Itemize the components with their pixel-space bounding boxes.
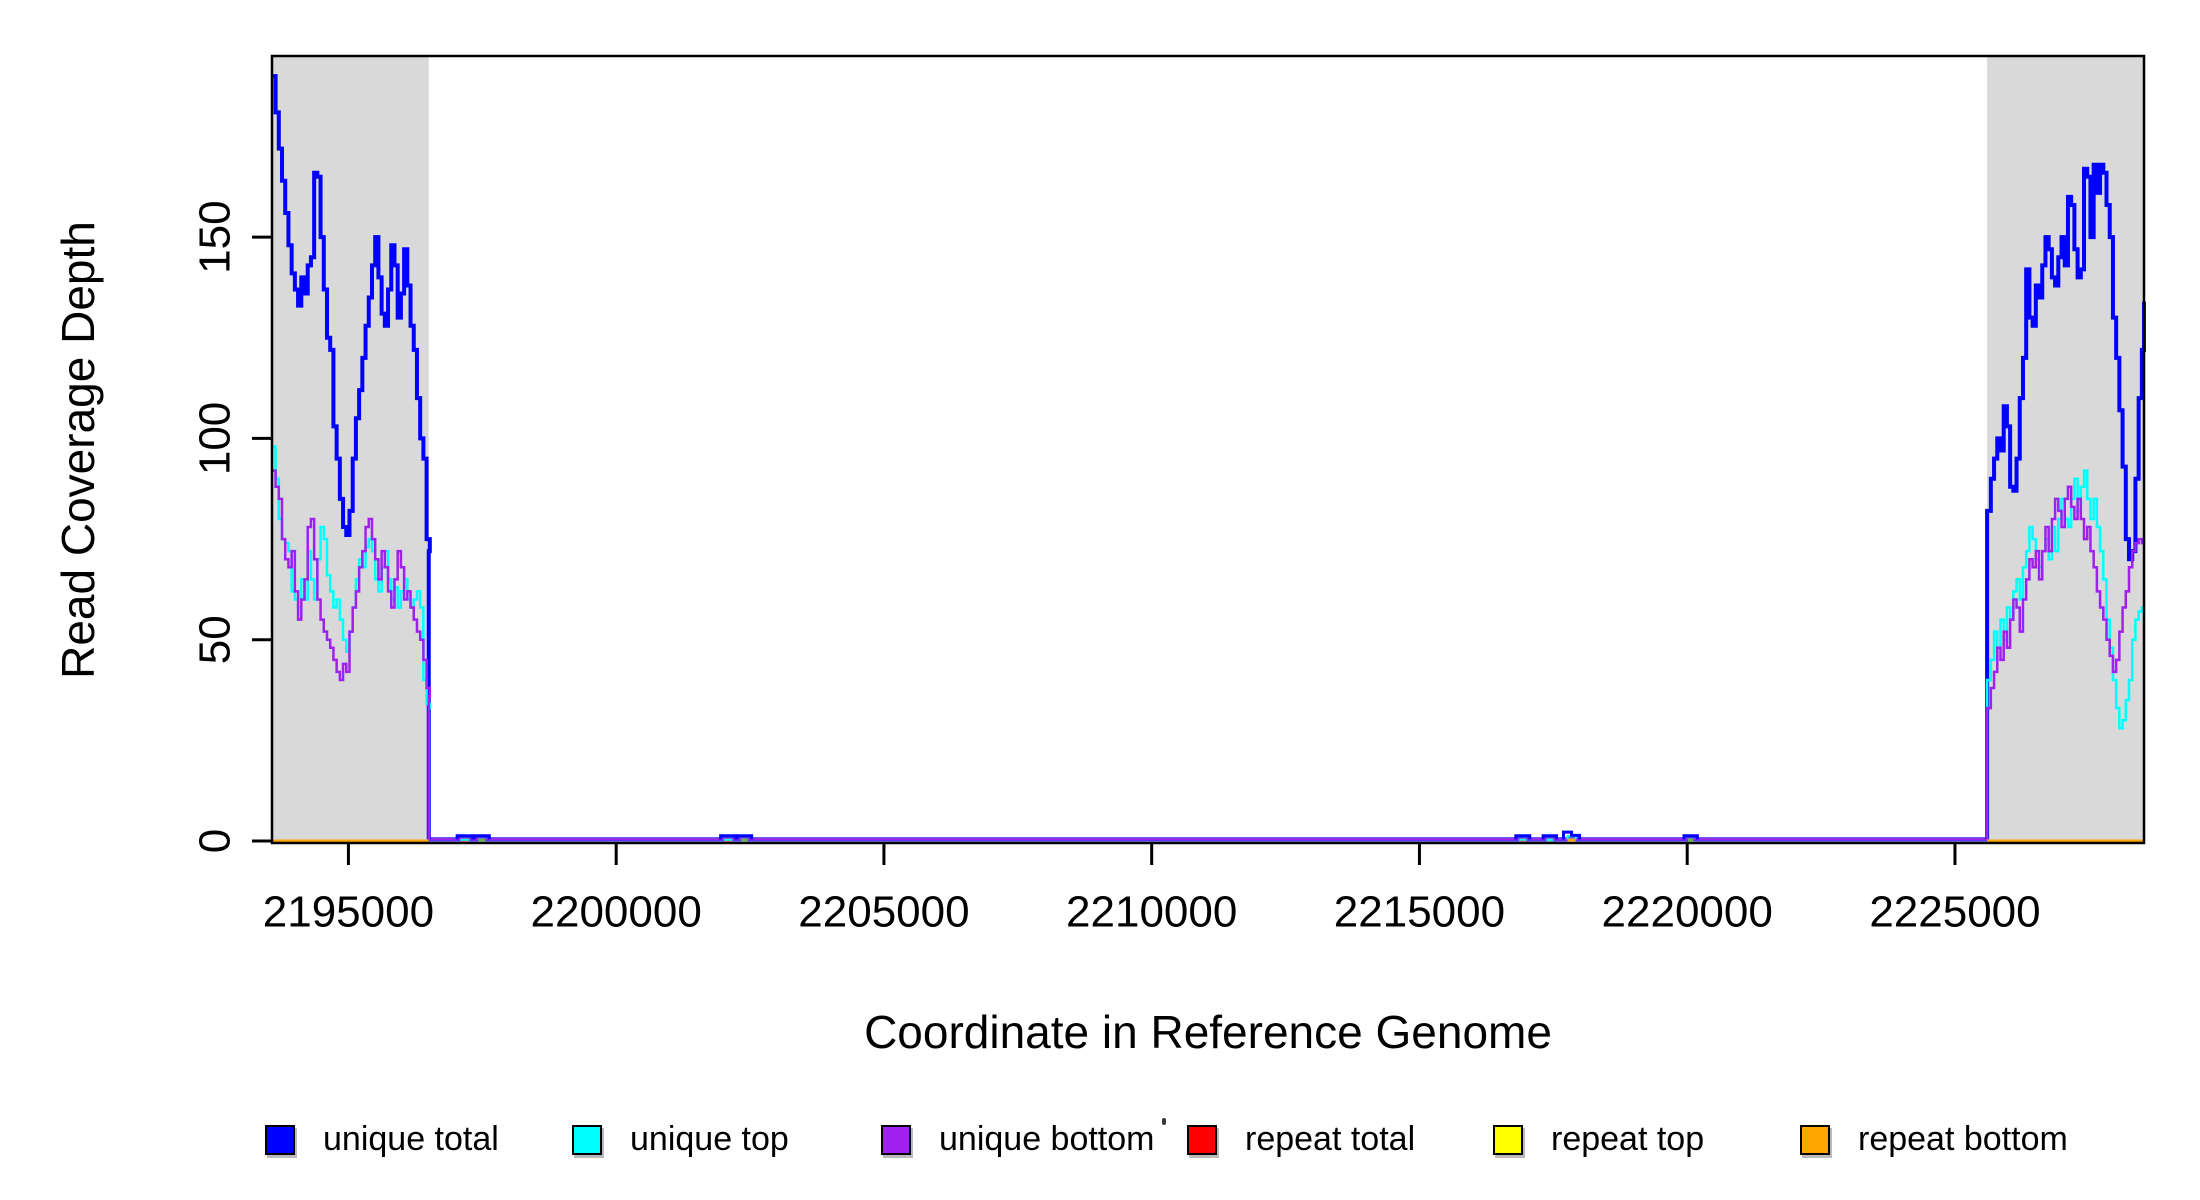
y-tick-label: 50 bbox=[191, 615, 240, 664]
target-region-shading bbox=[1987, 56, 2144, 843]
x-tick-label: 2195000 bbox=[263, 888, 434, 937]
y-tick-label: 150 bbox=[191, 200, 240, 273]
y-tick-label: 100 bbox=[191, 402, 240, 475]
legend-swatch-unique-top bbox=[572, 1124, 602, 1155]
legend-label: repeat bottom bbox=[1858, 1120, 2068, 1158]
legend-label: repeat top bbox=[1551, 1120, 1705, 1158]
legend-item-unique-top: unique top bbox=[572, 1120, 789, 1159]
legend-label: repeat total bbox=[1245, 1120, 1416, 1158]
legend: unique total unique top unique bottom repea… bbox=[0, 0, 2200, 1158]
legend-label: unique top bbox=[630, 1120, 789, 1158]
plot-box bbox=[270, 54, 2146, 845]
legend-item-unique-total: unique total bbox=[265, 1120, 499, 1159]
coverage-bump bbox=[1682, 834, 1699, 840]
legend-item-repeat-bottom: repeat bottom bbox=[1800, 1120, 2068, 1159]
unique-bottom-trace-right bbox=[1985, 485, 2146, 840]
x-tick-label: 2200000 bbox=[531, 888, 702, 937]
x-tick-label: 2205000 bbox=[798, 888, 969, 937]
legend-label: unique total bbox=[323, 1120, 499, 1158]
x-axis-title: Coordinate in Reference Genome bbox=[864, 1006, 1552, 1058]
coverage-bump bbox=[1514, 834, 1532, 840]
legend-swatch-unique-bottom bbox=[881, 1124, 911, 1155]
legend-swatch-unique-total bbox=[265, 1124, 295, 1155]
y-tick-label: 0 bbox=[191, 829, 240, 853]
coverage-bump bbox=[719, 834, 738, 840]
legend-swatch-repeat-top bbox=[1493, 1124, 1523, 1155]
unique-bottom-trace-left bbox=[272, 469, 432, 840]
coverage-bump bbox=[1541, 834, 1559, 840]
x-tick-label: 2220000 bbox=[1602, 888, 1773, 937]
legend-label: unique bottom bbox=[939, 1120, 1155, 1158]
target-region-shading bbox=[272, 56, 429, 843]
coverage-bump bbox=[1562, 830, 1582, 840]
coverage-bump bbox=[735, 834, 754, 840]
x-tick-label: 2210000 bbox=[1066, 888, 1237, 937]
coverage-bump bbox=[455, 834, 475, 840]
unique-total-trace-right bbox=[1985, 162, 2146, 840]
y-axis-title: Read Coverage Depth bbox=[52, 221, 104, 679]
stray-speck-artifact bbox=[1162, 1118, 1166, 1125]
unique-total-trace-left bbox=[272, 74, 432, 840]
legend-swatch-repeat-bottom bbox=[1800, 1124, 1830, 1155]
legend-item-repeat-total: repeat total bbox=[1187, 1120, 1415, 1159]
legend-item-repeat-top: repeat top bbox=[1493, 1120, 1704, 1159]
x-tick-label: 2215000 bbox=[1334, 888, 1505, 937]
legend-swatch-repeat-total bbox=[1187, 1124, 1217, 1155]
legend-item-unique-bottom: unique bottom bbox=[881, 1120, 1155, 1159]
x-tick-label: 2225000 bbox=[1869, 888, 2040, 937]
coverage-bump bbox=[472, 834, 491, 840]
